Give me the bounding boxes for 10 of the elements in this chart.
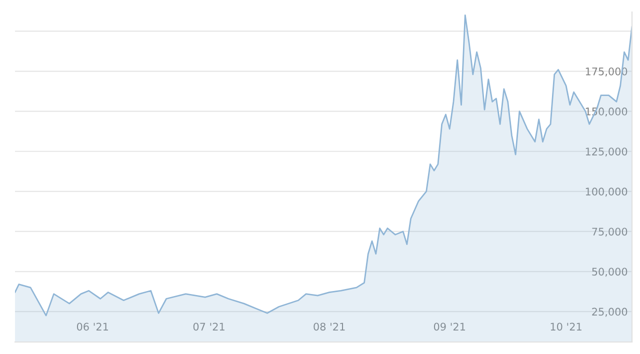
y-tick-label: 125,000 — [586, 148, 628, 157]
y-tick-label: 25,000 — [592, 308, 628, 317]
y-tick-label: 75,000 — [592, 228, 628, 237]
x-tick-label: 06 '21 — [76, 322, 108, 331]
x-tick-label: 09 '21 — [434, 322, 465, 331]
y-tick-label: 100,000 — [586, 188, 628, 197]
x-tick-label: 08 '21 — [314, 322, 345, 331]
x-tick-label: 10 '21 — [550, 322, 582, 331]
x-tick-label: 07 '21 — [193, 322, 224, 331]
y-tick-label: 50,000 — [592, 268, 628, 277]
